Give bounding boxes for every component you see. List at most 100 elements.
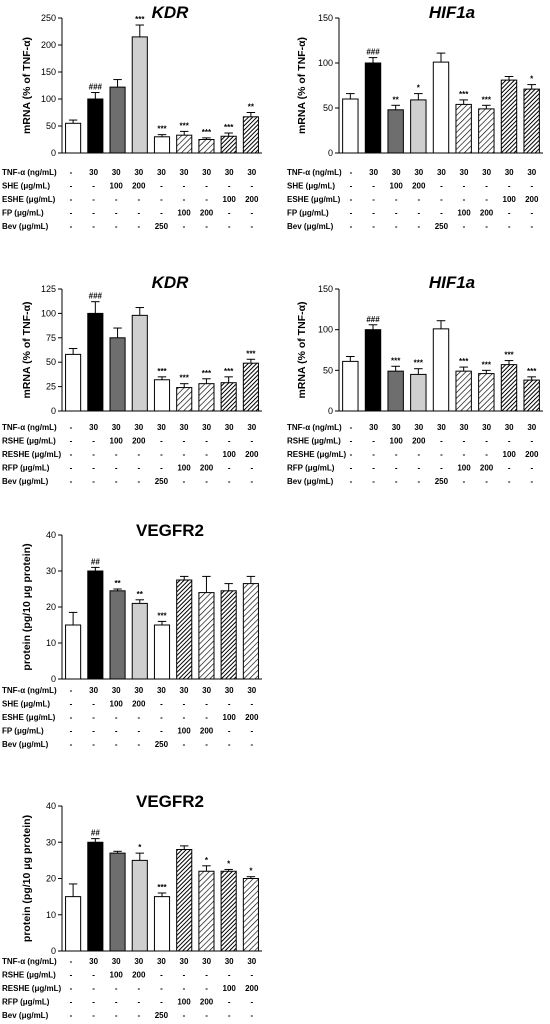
condition-value: 200 bbox=[525, 450, 539, 459]
condition-value: - bbox=[250, 477, 253, 486]
significance-label: *** bbox=[504, 351, 514, 360]
condition-value: - bbox=[417, 464, 420, 473]
condition-value: - bbox=[250, 437, 253, 446]
bar bbox=[198, 592, 215, 680]
condition-value: 30 bbox=[89, 168, 98, 177]
condition-value: - bbox=[160, 450, 163, 459]
condition-value: - bbox=[417, 195, 420, 204]
condition-value: - bbox=[417, 450, 420, 459]
condition-value: 100 bbox=[457, 209, 471, 218]
condition-value: - bbox=[205, 437, 208, 446]
bar bbox=[131, 314, 148, 412]
y-tick-label: 0 bbox=[328, 148, 333, 158]
condition-value: - bbox=[350, 450, 353, 459]
condition-value: 200 bbox=[480, 464, 494, 473]
condition-value: 30 bbox=[134, 957, 143, 966]
condition-value: - bbox=[250, 182, 253, 191]
condition-value: - bbox=[92, 1011, 95, 1020]
condition-value: - bbox=[508, 209, 511, 218]
condition-value: - bbox=[350, 168, 353, 177]
condition-value: 100 bbox=[177, 727, 191, 736]
condition-value: - bbox=[70, 740, 73, 749]
condition-value: - bbox=[372, 437, 375, 446]
condition-value: - bbox=[70, 727, 73, 736]
condition-value: 100 bbox=[223, 450, 237, 459]
condition-value: 200 bbox=[245, 450, 259, 459]
condition-label: RSHE (μg/mL) bbox=[2, 971, 56, 980]
condition-value: - bbox=[70, 998, 73, 1007]
condition-value: 30 bbox=[202, 423, 211, 432]
y-tick-label: 100 bbox=[41, 94, 56, 104]
condition-value: 100 bbox=[110, 182, 124, 191]
condition-label: ESHE (μg/mL) bbox=[287, 195, 341, 204]
significance-label: *** bbox=[157, 367, 167, 376]
condition-value: - bbox=[137, 713, 140, 722]
condition-value: - bbox=[92, 713, 95, 722]
condition-value: - bbox=[228, 437, 231, 446]
condition-value: - bbox=[395, 222, 398, 231]
y-tick-label: 50 bbox=[323, 365, 333, 375]
condition-label: TNF-α (ng/mL) bbox=[2, 686, 57, 695]
significance-label: *** bbox=[414, 359, 424, 368]
condition-label: Bev (μg/mL) bbox=[2, 222, 49, 231]
condition-value: - bbox=[250, 727, 253, 736]
condition-value: - bbox=[463, 450, 466, 459]
condition-label: RESHE (μg/mL) bbox=[287, 450, 346, 459]
bar bbox=[65, 122, 82, 154]
condition-value: - bbox=[160, 437, 163, 446]
condition-value: - bbox=[160, 713, 163, 722]
condition-value: - bbox=[205, 450, 208, 459]
significance-label: ** bbox=[137, 590, 144, 599]
condition-label: TNF-α (ng/mL) bbox=[287, 423, 342, 432]
condition-label: RESHE (μg/mL) bbox=[2, 984, 61, 993]
condition-value: 200 bbox=[132, 182, 146, 191]
condition-value: 200 bbox=[200, 464, 214, 473]
bar bbox=[410, 373, 427, 412]
condition-value: 30 bbox=[369, 423, 378, 432]
bar bbox=[242, 583, 259, 680]
condition-value: 30 bbox=[180, 686, 189, 695]
condition-value: - bbox=[183, 971, 186, 980]
bar bbox=[523, 379, 540, 412]
condition-value: - bbox=[395, 209, 398, 218]
condition-value: - bbox=[115, 450, 118, 459]
condition-value: - bbox=[92, 727, 95, 736]
condition-value: - bbox=[70, 450, 73, 459]
condition-value: - bbox=[530, 437, 533, 446]
condition-value: 30 bbox=[247, 686, 256, 695]
bar bbox=[410, 99, 427, 154]
significance-label: ### bbox=[366, 48, 380, 57]
y-tick-label: 125 bbox=[41, 284, 56, 294]
condition-value: - bbox=[70, 195, 73, 204]
condition-value: - bbox=[183, 740, 186, 749]
condition-value: - bbox=[508, 437, 511, 446]
condition-value: - bbox=[160, 209, 163, 218]
condition-value: - bbox=[250, 222, 253, 231]
significance-label: *** bbox=[157, 611, 167, 620]
condition-value: - bbox=[205, 740, 208, 749]
condition-value: - bbox=[395, 464, 398, 473]
condition-value: - bbox=[70, 222, 73, 231]
chart-title: VEGFR2 bbox=[136, 792, 204, 811]
condition-value: - bbox=[205, 700, 208, 709]
condition-value: - bbox=[350, 464, 353, 473]
condition-value: - bbox=[115, 740, 118, 749]
condition-value: - bbox=[463, 437, 466, 446]
condition-value: - bbox=[485, 222, 488, 231]
condition-label: Bev (μg/mL) bbox=[2, 1011, 49, 1020]
chart-title: KDR bbox=[152, 273, 190, 292]
significance-label: *** bbox=[180, 121, 190, 130]
significance-label: *** bbox=[482, 95, 492, 104]
condition-value: - bbox=[92, 998, 95, 1007]
condition-label: ESHE (μg/mL) bbox=[2, 713, 56, 722]
y-tick-label: 0 bbox=[51, 148, 56, 158]
condition-value: - bbox=[70, 713, 73, 722]
condition-value: 30 bbox=[157, 686, 166, 695]
condition-value: 250 bbox=[435, 222, 449, 231]
condition-value: 30 bbox=[157, 423, 166, 432]
condition-value: - bbox=[440, 450, 443, 459]
condition-value: - bbox=[160, 998, 163, 1007]
condition-value: 30 bbox=[112, 168, 121, 177]
condition-value: - bbox=[92, 450, 95, 459]
